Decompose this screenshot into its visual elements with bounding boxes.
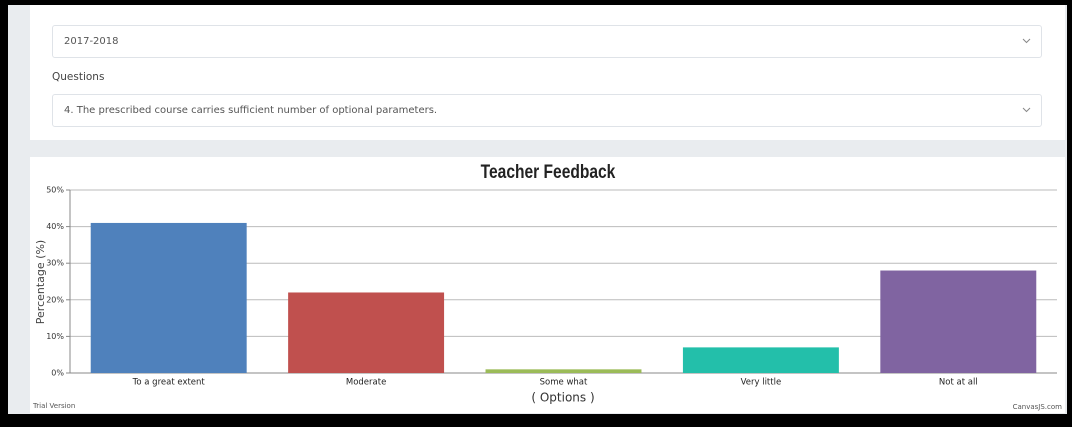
bar (288, 292, 445, 373)
chevron (1022, 107, 1031, 113)
y-tick-label: 30% (46, 259, 64, 268)
x-tick-label: Not at all (939, 378, 978, 388)
credit-text: CanvasJS.com (1013, 403, 1063, 411)
x-tick-label: Moderate (346, 378, 386, 388)
x-axis-title: ( Options ) (531, 391, 594, 405)
year-value: 2017-2018 (64, 36, 119, 47)
y-tick-label: 50% (46, 186, 64, 195)
frame: 2017-2018 Questions 4. The prescribed co… (8, 5, 1067, 414)
bar (485, 369, 642, 373)
y-tick-label: 10% (46, 332, 64, 341)
chart: Teacher Feedback Percentage (%) ( Option… (32, 161, 1063, 411)
bar (880, 270, 1037, 373)
y-axis-title: Percentage (%) (34, 240, 47, 324)
question-value: 4. The prescribed course carries suffici… (64, 105, 438, 116)
x-tick-label: To a great extent (132, 378, 206, 388)
chart-card: Teacher Feedback Percentage (%) ( Option… (30, 157, 1065, 413)
bar (90, 222, 247, 373)
y-tick-label: 0% (51, 369, 64, 378)
y-tick-label: 40% (46, 222, 64, 231)
y-tick-label: 20% (46, 295, 64, 304)
chart-title: Teacher Feedback (481, 161, 616, 183)
bar (682, 347, 839, 373)
questions-label: Questions (52, 71, 105, 83)
year-select[interactable]: 2017-2018 (52, 25, 1042, 58)
x-tick-label: Some what (540, 378, 588, 388)
trial-text: Trial Version (32, 402, 75, 410)
x-tick-label: Very little (741, 378, 782, 388)
question-select[interactable]: 4. The prescribed course carries suffici… (52, 94, 1042, 127)
chevron (1022, 38, 1031, 44)
filter-card: 2017-2018 Questions 4. The prescribed co… (30, 5, 1065, 140)
